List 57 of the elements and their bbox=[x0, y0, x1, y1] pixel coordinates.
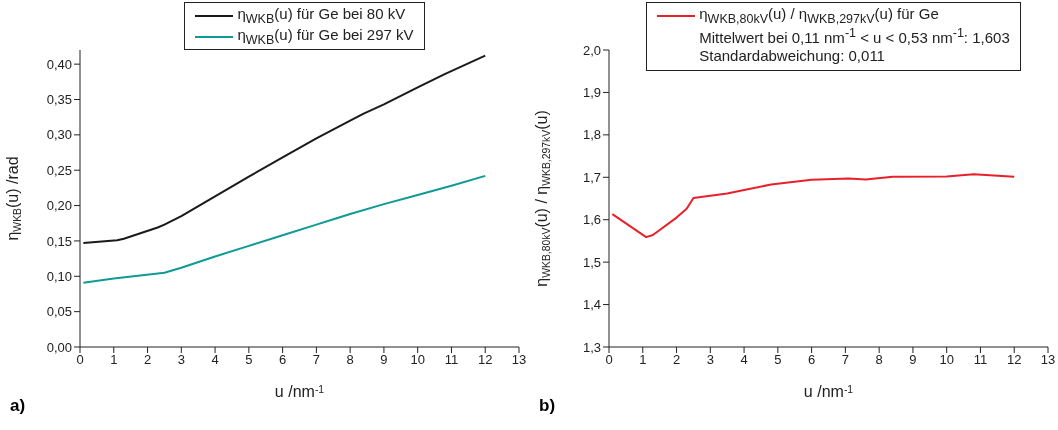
text: a) bbox=[10, 396, 26, 416]
x-axis-title: u /nm$^{-1}$ bbox=[274, 383, 325, 400]
y-tick-label: 1,7 bbox=[582, 169, 601, 185]
x-tick-label: 11 bbox=[444, 352, 459, 368]
x-tick-label: 11 bbox=[973, 352, 988, 368]
y-tick-label: 0,15 bbox=[46, 233, 72, 249]
x-tick-label: 2 bbox=[672, 352, 681, 368]
x-axis-title: u /nm$^{-1}$ bbox=[803, 383, 854, 400]
y-tick-label: 0,30 bbox=[46, 127, 72, 143]
line-series bbox=[611, 173, 1016, 239]
line-series bbox=[82, 174, 487, 284]
x-tick-label: 7 bbox=[312, 352, 320, 368]
x-tick-label: 2 bbox=[143, 352, 152, 368]
y-tick-label: 0,35 bbox=[46, 92, 72, 108]
x-tick-label: 3 bbox=[177, 352, 185, 368]
x-tick-label: 5 bbox=[245, 352, 253, 368]
x-tick-label: 6 bbox=[808, 352, 816, 368]
annotation: Standardabweichung: 0,011 bbox=[698, 47, 886, 66]
x-tick-label: 13 bbox=[511, 352, 527, 368]
text: b) bbox=[539, 396, 556, 416]
x-tick-label: 4 bbox=[211, 352, 219, 368]
y-tick-label: 0,05 bbox=[46, 304, 72, 320]
y-tick-label: 0,25 bbox=[46, 162, 72, 178]
x-tick-label: 13 bbox=[1040, 352, 1056, 368]
x-tick-label: 1 bbox=[110, 352, 118, 368]
x-tick-label: 0 bbox=[605, 352, 613, 368]
x-tick-label: 8 bbox=[346, 352, 354, 368]
x-tick-label: 10 bbox=[410, 352, 425, 368]
x-tick-label: 8 bbox=[875, 352, 883, 368]
x-tick-label: 6 bbox=[279, 352, 287, 368]
y-tick-label: 0,20 bbox=[46, 198, 72, 214]
y-tick-label: 1,5 bbox=[582, 254, 601, 270]
x-tick-label: 1 bbox=[639, 352, 647, 368]
legend-label: η$_{WKB,80kV}$(u) / η$_{WKB,297kV}$(u) für Ge bbox=[699, 5, 939, 26]
x-tick-label: 5 bbox=[774, 352, 782, 368]
legend-label: η$_{WKB}$(u) für Ge bei 80 kV bbox=[237, 5, 406, 26]
x-tick-label: 3 bbox=[706, 352, 714, 368]
x-tick-label: 7 bbox=[841, 352, 849, 368]
y-tick-label: 1,3 bbox=[582, 339, 601, 355]
y-tick-label: 1,4 bbox=[582, 297, 601, 313]
y-tick-label: 0,40 bbox=[46, 56, 72, 72]
x-tick-label: 9 bbox=[380, 352, 388, 368]
legend-label: η$_{WKB}$(u) für Ge bei 297 kV bbox=[237, 26, 414, 47]
y-tick-label: 1,8 bbox=[582, 127, 601, 143]
y-tick-label: 2,0 bbox=[582, 42, 601, 58]
y-tick-label: 0,10 bbox=[46, 268, 72, 284]
x-tick-label: 12 bbox=[478, 352, 493, 368]
y-tick-label: 1,9 bbox=[582, 85, 601, 101]
y-tick-label: 0,00 bbox=[46, 339, 72, 355]
x-tick-label: 4 bbox=[740, 352, 748, 368]
legend-box: η$_{WKB,80kV}$(u) / η$_{WKB,297kV}$(u) für Ge Mittelwert bei 0,11 nm$^{-1}$ < u < 0,53 nm$^{-1}$: 1,603 Standardabweichung: 0,011 bbox=[646, 2, 1021, 71]
y-tick-label: 1,6 bbox=[582, 212, 601, 228]
x-tick-label: 10 bbox=[939, 352, 954, 368]
x-tick-label: 12 bbox=[1007, 352, 1022, 368]
x-tick-label: 0 bbox=[76, 352, 84, 368]
line-series bbox=[82, 54, 487, 245]
x-tick-label: 9 bbox=[909, 352, 917, 368]
